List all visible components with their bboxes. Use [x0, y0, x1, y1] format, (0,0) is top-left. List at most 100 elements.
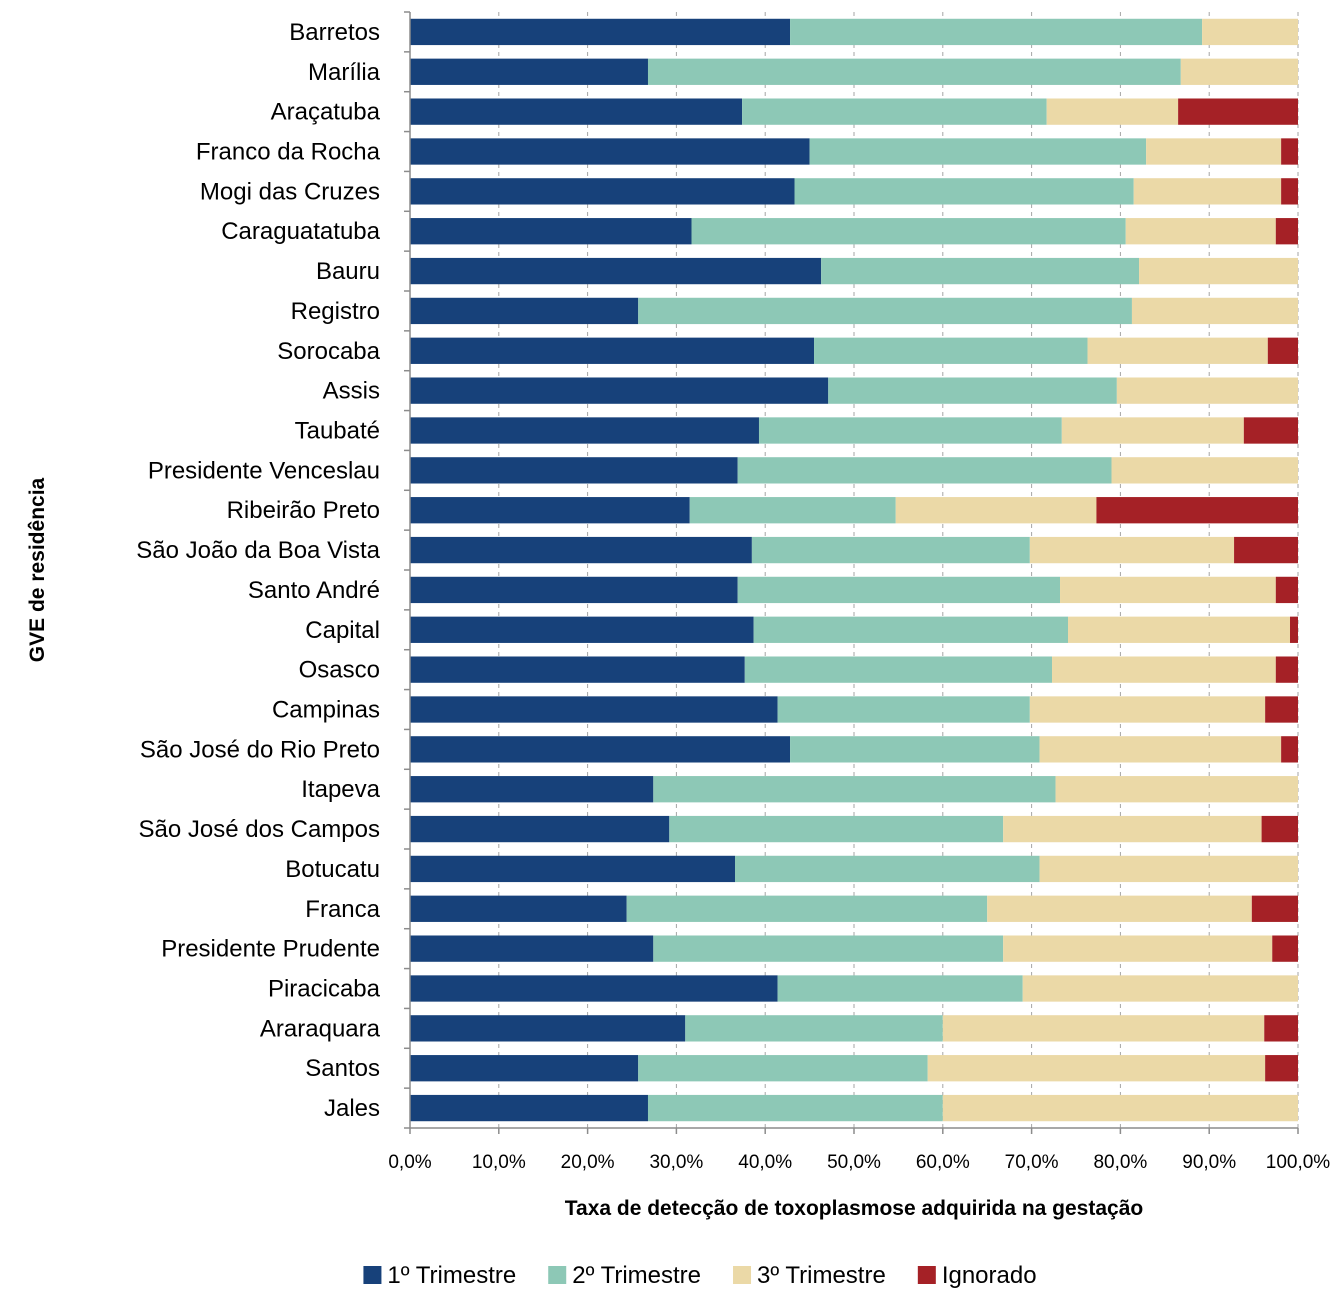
y-axis-title: GVE de residência [26, 477, 49, 662]
bar-segment [1251, 895, 1298, 922]
bar-segment [1068, 616, 1291, 643]
category-label: Mogi das Cruzes [200, 178, 380, 205]
bar-segment [410, 497, 690, 524]
bar-segment [410, 377, 829, 404]
bar-segment [1180, 58, 1298, 85]
bar-segment [410, 18, 791, 46]
bar-segment [410, 178, 795, 205]
bar-segment [1052, 656, 1276, 683]
category-labels: Barretos Marília Araçatuba Franco da Rocha M… [136, 19, 380, 1122]
x-axis-title: Taxa de detecção de toxoplasmose adquiri… [565, 1197, 1143, 1220]
bar-segment [1131, 297, 1298, 325]
x-tick-label: 0,0% [388, 1152, 431, 1173]
bar-segment [653, 935, 1004, 962]
bar-segment [410, 457, 738, 484]
bar-segment [737, 576, 1061, 604]
bar-segment [410, 257, 822, 285]
bar-segment [689, 497, 896, 524]
bar-segment [1039, 855, 1298, 883]
category-label: Jales [324, 1095, 380, 1122]
bar-segment [669, 815, 1004, 843]
bar-segment [751, 536, 1030, 564]
category-label: Botucatu [285, 856, 380, 883]
bar-segment [1125, 218, 1276, 245]
bar-segment [1275, 218, 1298, 245]
bar-segment [410, 815, 670, 843]
bar-segment [1096, 497, 1298, 524]
legend-label: 3º Trimestre [757, 1262, 886, 1289]
bar-segment [828, 377, 1117, 404]
category-label: Sorocaba [277, 338, 380, 365]
bar-segment [735, 855, 1040, 883]
bar-segment [942, 1094, 1298, 1122]
bar-segment [410, 417, 759, 444]
bar-segment [790, 18, 1203, 46]
x-tick-label: 70,0% [1005, 1152, 1059, 1173]
bar-segment [410, 1015, 686, 1042]
bar-segment [410, 58, 648, 85]
bar-segment [410, 656, 745, 683]
bar-segment [1046, 98, 1179, 125]
category-label: Piracicaba [268, 976, 381, 1003]
category-label: Assis [323, 378, 380, 405]
bar-segment [1261, 815, 1298, 843]
x-tick-label: 80,0% [1093, 1152, 1147, 1173]
bar-segment [647, 1094, 943, 1122]
bar-segment [1290, 616, 1298, 643]
bar-segment [1234, 536, 1298, 564]
bar-segment [1022, 975, 1298, 1002]
bar-segment [1133, 178, 1282, 205]
legend-swatch [733, 1266, 752, 1284]
bar-segment [1060, 576, 1276, 604]
bar-segment [410, 776, 654, 803]
x-tick-label: 90,0% [1182, 1152, 1236, 1173]
category-label: Osasco [299, 657, 380, 684]
category-label: São João da Boa Vista [136, 537, 380, 564]
bar-segment [410, 1094, 648, 1122]
category-label: Franca [305, 896, 380, 923]
x-tick-label: 30,0% [649, 1152, 703, 1173]
bar-segment [814, 337, 1088, 364]
bar-segment [410, 576, 738, 604]
category-label: Caraguatatuba [221, 218, 380, 245]
bar-segment [638, 1055, 928, 1082]
bar-segment [1272, 935, 1298, 962]
bar-segment [410, 895, 627, 922]
bar-segment [410, 337, 815, 364]
bar-segment [653, 776, 1056, 803]
bar-segment [753, 616, 1069, 643]
legend: 1º Trimestre 2º Trimestre 3º Trimestre Igno… [363, 1262, 1037, 1289]
bar-segment [410, 975, 778, 1002]
bar-segment [1202, 18, 1298, 46]
category-label: Araçatuba [271, 99, 381, 126]
x-tick-label: 60,0% [916, 1152, 970, 1173]
bar-segment [410, 736, 791, 763]
category-label: Registro [291, 298, 380, 325]
bar-segment [1265, 1055, 1298, 1082]
x-tick-label: 20,0% [561, 1152, 615, 1173]
bar-segment [1055, 776, 1298, 803]
legend-swatch [917, 1266, 936, 1284]
category-label: Campinas [272, 697, 380, 724]
bar-segment [987, 895, 1252, 922]
bar-segment [1116, 377, 1298, 404]
bar-segment [410, 536, 752, 564]
bar-segment [685, 1015, 943, 1042]
bar-segment [758, 417, 1062, 444]
legend-label: 2º Trimestre [572, 1262, 701, 1289]
bar-segment [410, 696, 778, 723]
bar-segment [1265, 696, 1298, 723]
x-tick-label: 40,0% [738, 1152, 792, 1173]
bar-segment [1029, 696, 1266, 723]
bar-segment [410, 138, 810, 165]
bar-segment [1275, 576, 1298, 604]
bar-segment [927, 1055, 1266, 1082]
bar-segment [1264, 1015, 1298, 1042]
bar-segment [1267, 337, 1298, 364]
bars [410, 18, 1298, 1122]
bar-segment [790, 736, 1040, 763]
legend-swatch [363, 1266, 382, 1284]
bar-segment [1281, 736, 1298, 763]
bar-segment [1061, 417, 1244, 444]
category-label: Santos [305, 1055, 380, 1082]
